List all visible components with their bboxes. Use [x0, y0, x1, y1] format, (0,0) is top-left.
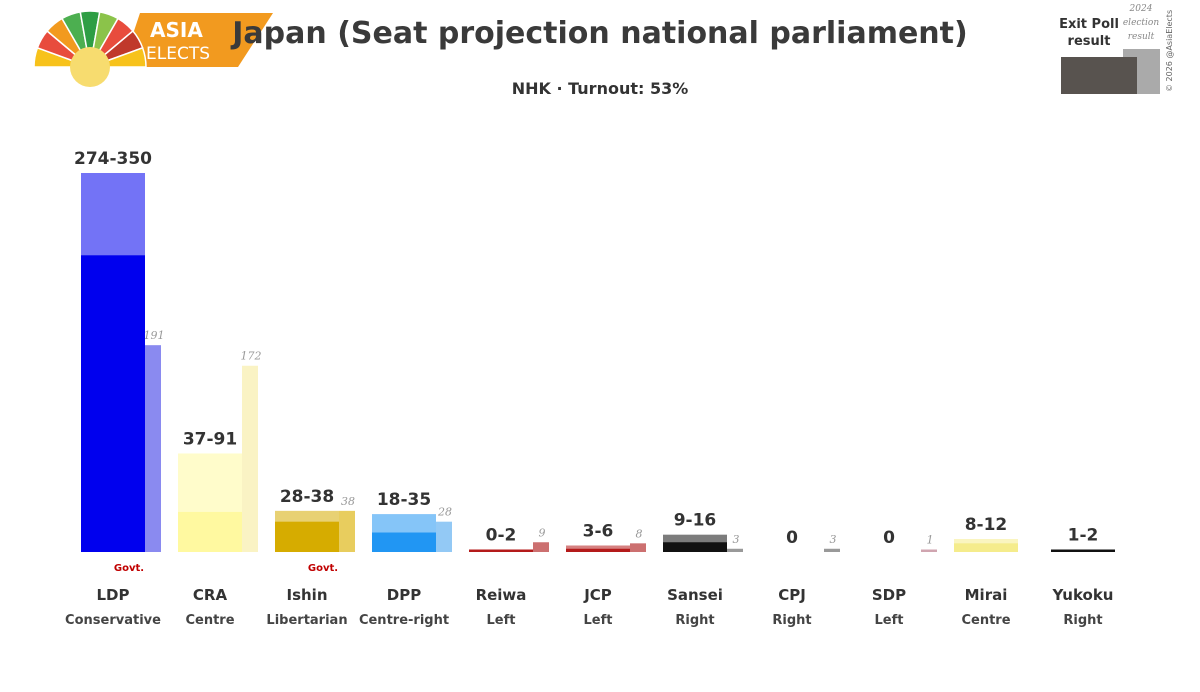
asia-elects-logo: ASIA ELECTS	[33, 10, 273, 87]
ideology-label-reiwa: Left	[487, 613, 516, 628]
govt-marker-ldp: Govt.	[114, 563, 144, 574]
prev-bar-cpj	[824, 548, 840, 552]
range-bar-low-dpp	[372, 532, 436, 552]
prev-value-label-dpp: 28	[437, 506, 452, 519]
party-label-cra: CRA	[193, 586, 228, 604]
range-bar-low-ishin	[275, 521, 339, 552]
ideology-label-cra: Centre	[185, 613, 234, 628]
range-label-reiwa: 0-2	[486, 526, 517, 546]
prev-bar-cra	[242, 365, 258, 552]
party-label-yukoku: Yukoku	[1052, 586, 1114, 604]
prev-bar-ldp	[145, 345, 161, 552]
ideology-label-ldp: Conservative	[65, 613, 161, 628]
party-label-mirai: Mirai	[965, 586, 1008, 604]
party-label-dpp: DPP	[387, 586, 421, 604]
range-label-sdp: 0	[883, 528, 895, 548]
ideology-label-dpp: Centre-right	[359, 613, 449, 628]
range-label-mirai: 8-12	[965, 515, 1008, 535]
legend-prev-line3: result	[1128, 32, 1155, 42]
range-label-dpp: 18-35	[377, 490, 431, 510]
prev-value-label-reiwa: 9	[539, 526, 546, 539]
range-bar-low-mirai	[954, 543, 1018, 552]
prev-value-label-jcp: 8	[636, 527, 643, 540]
ideology-label-sdp: Left	[875, 613, 904, 628]
prev-value-label-sansei: 3	[733, 533, 740, 546]
prev-bar-dpp	[436, 521, 452, 552]
logo-banner	[122, 13, 273, 67]
range-bar-low-cra	[178, 511, 242, 552]
prev-bar-sdp	[921, 549, 937, 552]
bars-group: 191 274-350 LDP Conservative Govt. 172 37-91 CR…	[65, 149, 1115, 628]
prev-bar-jcp	[630, 543, 646, 552]
legend-exit-poll-line1: Exit Poll	[1059, 17, 1119, 32]
party-label-cpj: CPJ	[778, 586, 806, 604]
prev-value-label-sdp: 1	[927, 534, 934, 547]
legend: Exit Poll result 2024 election result © …	[1059, 4, 1174, 94]
ideology-label-mirai: Centre	[961, 613, 1010, 628]
chart-subtitle: NHK · Turnout: 53%	[512, 79, 689, 98]
ideology-label-ishin: Libertarian	[266, 613, 347, 628]
logo-text-asia: ASIA	[150, 18, 203, 42]
prev-bar-ishin	[339, 510, 355, 552]
range-bar-low-yukoku	[1051, 549, 1115, 552]
party-label-sansei: Sansei	[667, 586, 723, 604]
party-label-jcp: JCP	[583, 586, 612, 604]
ideology-label-yukoku: Right	[1063, 613, 1102, 628]
party-label-ldp: LDP	[96, 586, 129, 604]
range-label-jcp: 3-6	[583, 522, 614, 542]
range-bar-low-ldp	[81, 255, 145, 552]
logo-text-elects: ELECTS	[146, 44, 210, 64]
party-label-sdp: SDP	[872, 586, 906, 604]
legend-prev-line2: election	[1123, 18, 1159, 28]
legend-exit-poll-line2: result	[1068, 34, 1111, 49]
logo-fan-icon	[33, 10, 147, 87]
party-label-reiwa: Reiwa	[476, 586, 527, 604]
range-label-ldp: 274-350	[74, 149, 152, 169]
range-label-yukoku: 1-2	[1068, 526, 1099, 546]
range-bar-low-jcp	[566, 548, 630, 552]
range-bar-low-sansei	[663, 542, 727, 552]
range-label-cra: 37-91	[183, 429, 237, 449]
copyright-text: © 2026 @AsiaElects	[1165, 10, 1174, 92]
prev-value-label-cra: 172	[241, 350, 262, 363]
range-label-sansei: 9-16	[674, 511, 717, 531]
prev-bar-reiwa	[533, 542, 549, 552]
prev-value-label-cpj: 3	[830, 533, 837, 546]
ideology-label-jcp: Left	[584, 613, 613, 628]
party-label-ishin: Ishin	[286, 586, 327, 604]
ideology-label-cpj: Right	[772, 613, 811, 628]
range-bar-low-reiwa	[469, 549, 533, 552]
legend-prev-line1: 2024	[1129, 4, 1153, 14]
logo-fan-center	[70, 47, 110, 87]
prev-bar-sansei	[727, 548, 743, 552]
prev-value-label-ldp: 191	[144, 329, 165, 342]
ideology-label-sansei: Right	[675, 613, 714, 628]
legend-exit-swatch	[1061, 57, 1137, 94]
govt-marker-ishin: Govt.	[308, 563, 338, 574]
range-label-ishin: 28-38	[280, 487, 334, 507]
range-label-cpj: 0	[786, 528, 798, 548]
chart-title: Japan (Seat projection national parliame…	[230, 16, 967, 51]
prev-value-label-ishin: 38	[341, 495, 355, 508]
